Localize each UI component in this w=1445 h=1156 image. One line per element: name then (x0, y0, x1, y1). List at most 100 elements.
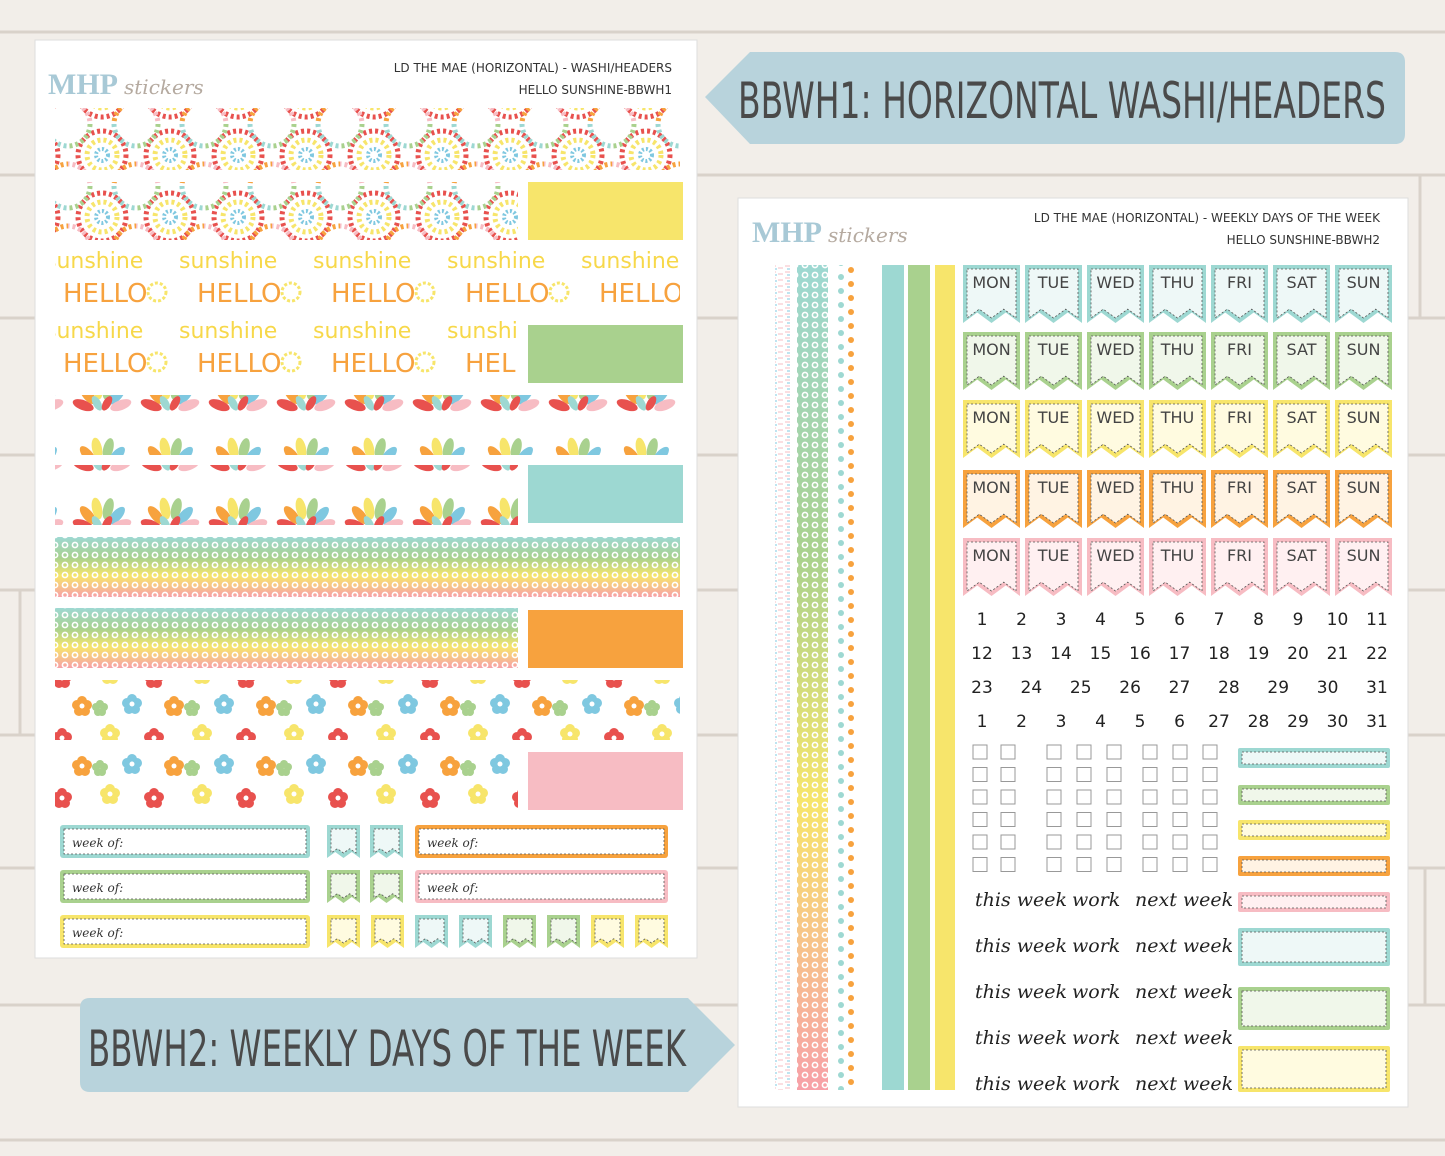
checkbox (1106, 834, 1122, 850)
checkbox (1000, 744, 1016, 760)
checkbox (1076, 789, 1092, 805)
solid-strip (882, 265, 904, 1090)
flag-inner (1028, 335, 1079, 386)
week-of-inner (63, 873, 307, 900)
week-of-label: week of: (427, 881, 478, 895)
flag-inner (1152, 541, 1203, 592)
checkbox (972, 857, 988, 872)
flag-inner (330, 828, 357, 854)
flag-inner (1152, 335, 1203, 386)
flag-inner (374, 918, 401, 944)
checkbox (1000, 789, 1016, 805)
day-label: THU (1160, 340, 1195, 359)
checkbox (1172, 812, 1188, 827)
label-word: work (1072, 981, 1120, 1003)
date-number: 5 (1135, 712, 1146, 732)
date-number: 27 (1169, 678, 1191, 698)
date-number: 3 (1056, 712, 1067, 732)
checkbox (1076, 834, 1092, 850)
date-number: 5 (1135, 610, 1146, 630)
sheet-title: HELLO SUNSHINE-BBWH1 (519, 83, 672, 97)
label-word: work (1072, 935, 1120, 957)
flag-inner (1338, 541, 1389, 592)
day-label: WED (1096, 408, 1134, 427)
banner-title: BBWH1: HORIZONTAL WASHI/HEADERS (738, 72, 1386, 130)
date-number: 31 (1366, 712, 1388, 732)
flag-inner (966, 335, 1017, 386)
checkbox (1172, 789, 1188, 805)
date-number: 2 (1016, 712, 1027, 732)
washi-strip (838, 265, 856, 1090)
checkbox (1202, 857, 1218, 872)
week-of-inner (63, 918, 307, 945)
day-label: SAT (1287, 478, 1317, 497)
checkbox (1142, 834, 1158, 850)
sheet-2-content: MHP stickers LD THE MAE (HORIZONTAL) - W… (752, 211, 1392, 1095)
washi-strip (55, 395, 680, 455)
checkbox (1000, 834, 1016, 850)
flag-inner (1338, 268, 1389, 319)
day-label: SUN (1347, 273, 1381, 292)
flag-inner (330, 918, 357, 944)
date-number: 18 (1208, 644, 1230, 664)
washi-word: sunshine (313, 319, 411, 344)
date-number: 1 (977, 712, 988, 732)
date-number: 30 (1317, 678, 1339, 698)
flag-inner (966, 268, 1017, 319)
washi-word: sunshine (313, 249, 411, 274)
washi-word: HELLO (197, 349, 282, 379)
washi-strip-dots (55, 608, 518, 668)
washi-word: HELLO (331, 279, 416, 309)
checkbox (1076, 767, 1092, 782)
flag-inner (1276, 268, 1327, 319)
date-number: 3 (1056, 610, 1067, 630)
washi-word: HELLO (63, 349, 148, 379)
sheet-title: LD THE MAE (HORIZONTAL) - WEEKLY DAYS OF… (1034, 211, 1381, 225)
flag-inner (1090, 473, 1141, 524)
day-label: MON (972, 408, 1010, 427)
date-number: 24 (1021, 678, 1043, 698)
washi-word: sunshine (45, 249, 143, 274)
day-label: TUE (1037, 340, 1070, 359)
washi-word: HELLO (465, 349, 550, 379)
date-number: 14 (1050, 644, 1072, 664)
day-label: SUN (1347, 408, 1381, 427)
washi-strip (55, 182, 518, 240)
flag-inner (1152, 268, 1203, 319)
label-box-inner (1241, 1049, 1387, 1089)
date-number: 6 (1174, 610, 1185, 630)
sun-icon (414, 281, 436, 303)
checkbox (1000, 812, 1016, 827)
washi-strip-dots (797, 265, 828, 1090)
flag-inner (462, 918, 489, 944)
flag-inner (1152, 473, 1203, 524)
day-label: TUE (1037, 408, 1070, 427)
checkbox (1172, 744, 1188, 760)
flag-inner (1152, 403, 1203, 454)
flag-inner (418, 918, 445, 944)
date-number: 31 (1366, 678, 1388, 698)
date-number: 9 (1293, 610, 1304, 630)
logo-script: stickers (828, 223, 908, 247)
checkbox (1202, 767, 1218, 782)
week-of-inner (418, 828, 665, 855)
day-label: MON (972, 273, 1010, 292)
checkbox (1142, 767, 1158, 782)
washi-strip (775, 265, 790, 1090)
washi-strip-text: sunshine HELLO sunshine HELLO sunshine HELLO s… (45, 319, 550, 385)
washi-word: sunshine (45, 319, 143, 344)
date-number: 20 (1287, 644, 1309, 664)
day-label: MON (972, 340, 1010, 359)
day-label: SUN (1347, 478, 1381, 497)
checkbox (1046, 812, 1062, 827)
day-label: MON (972, 546, 1010, 565)
washi-strip (55, 752, 518, 812)
flag-inner (1090, 541, 1141, 592)
date-number: 4 (1095, 610, 1106, 630)
sun-icon (146, 351, 168, 373)
day-label: SAT (1287, 340, 1317, 359)
date-number: 26 (1119, 678, 1141, 698)
washi-strip (55, 108, 680, 170)
